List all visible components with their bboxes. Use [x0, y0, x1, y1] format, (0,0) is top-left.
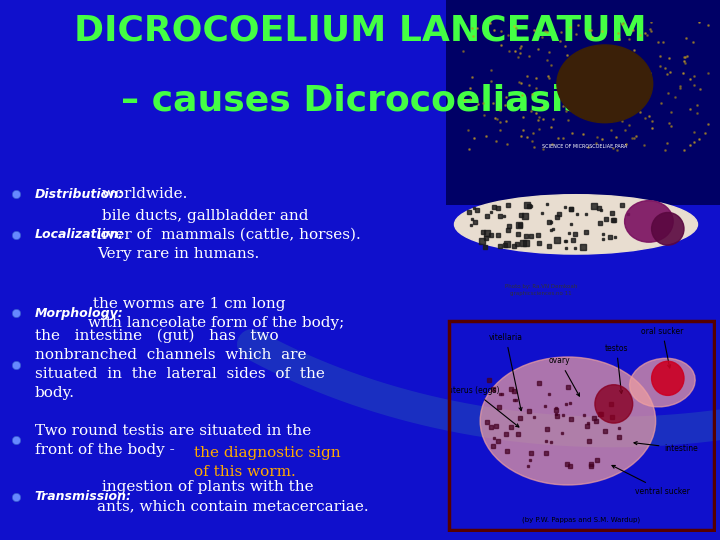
Polygon shape: [446, 0, 720, 205]
Text: (by P.W. Pappas and S.M. Wardup): (by P.W. Pappas and S.M. Wardup): [522, 517, 641, 523]
Ellipse shape: [595, 384, 633, 423]
Text: worldwide.: worldwide.: [97, 187, 187, 201]
Ellipse shape: [624, 200, 673, 242]
Text: – causes Dicrocoeliasis.: – causes Dicrocoeliasis.: [121, 84, 599, 118]
Ellipse shape: [652, 361, 684, 395]
Ellipse shape: [480, 357, 656, 485]
Text: Distribution:: Distribution:: [35, 188, 124, 201]
Text: Morphology:: Morphology:: [35, 307, 123, 320]
Text: intestine: intestine: [634, 442, 698, 453]
Text: the worms are 1 cm long
with lanceolate form of the body;: the worms are 1 cm long with lanceolate …: [88, 296, 344, 330]
Text: bile ducts, gallbladder and
liver of  mammals (cattle, horses).
Very rare in hum: bile ducts, gallbladder and liver of mam…: [97, 209, 361, 261]
Ellipse shape: [629, 358, 696, 407]
Text: DICROCOELIUM LANCEATUM: DICROCOELIUM LANCEATUM: [73, 14, 647, 48]
Text: ingestion of plants with the
ants, which contain metacercariae.: ingestion of plants with the ants, which…: [97, 480, 369, 514]
Text: the diagnostic sign
of this worm.: the diagnostic sign of this worm.: [194, 446, 341, 480]
Ellipse shape: [652, 212, 684, 245]
Ellipse shape: [557, 45, 652, 123]
Text: vitellaria: vitellaria: [489, 333, 523, 410]
Text: oral sucker: oral sucker: [642, 327, 683, 368]
Text: ventral sucker: ventral sucker: [612, 465, 690, 496]
Text: Two round testis are situated in the
front of the body -: Two round testis are situated in the fro…: [35, 423, 311, 457]
Text: SCIENCE OF MICROSCOELIAE PARA: SCIENCE OF MICROSCOELIAE PARA: [542, 144, 627, 149]
Ellipse shape: [454, 195, 698, 254]
Text: uterus (eggs): uterus (eggs): [448, 386, 519, 427]
Text: the   intestine   (gut)   has   two
nonbranched  channels  which  are
situated  : the intestine (gut) has two nonbranched …: [35, 329, 325, 400]
Text: testos: testos: [605, 343, 629, 394]
Text: ovary: ovary: [549, 356, 580, 396]
Text: Photo by: Ra.VN Demkoah
graphicsciences.no 11: Photo by: Ra.VN Demkoah graphicsciences.…: [505, 285, 577, 296]
Text: Localization:: Localization:: [35, 228, 124, 241]
Text: Transmission:: Transmission:: [35, 490, 132, 503]
